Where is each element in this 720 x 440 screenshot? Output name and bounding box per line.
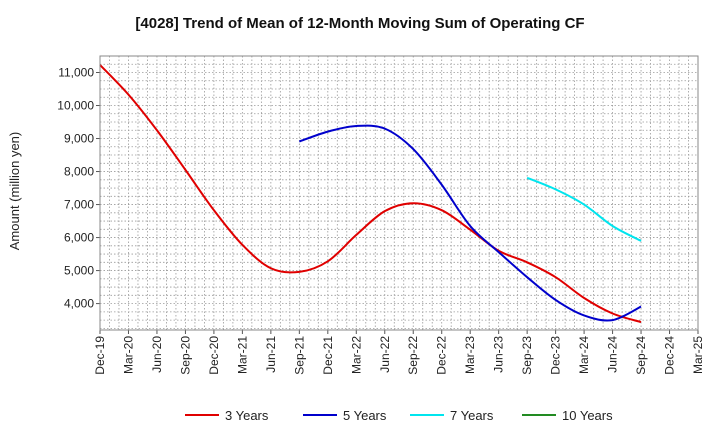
y-tick-label: 7,000 (64, 198, 94, 212)
x-tick-label: Sep-24 (634, 336, 648, 375)
chart-title: [4028] Trend of Mean of 12-Month Moving … (135, 15, 584, 32)
x-tick-label: Dec-19 (93, 336, 107, 375)
y-tick-label: 8,000 (64, 165, 94, 179)
x-tick-label: Dec-21 (321, 336, 335, 375)
y-tick-label: 4,000 (64, 297, 94, 311)
x-tick-label: Jun-20 (150, 336, 164, 373)
x-tick-label: Sep-21 (292, 336, 306, 375)
x-tick-label: Sep-20 (178, 336, 192, 375)
x-tick-label: Sep-23 (520, 336, 534, 375)
legend-label-7-years: 7 Years (450, 408, 494, 423)
x-tick-label: Mar-21 (235, 336, 249, 374)
series-line-5-years (299, 124, 642, 322)
x-tick-label: Dec-24 (663, 336, 677, 375)
x-tick-label: Dec-20 (207, 336, 221, 375)
x-tick-label: Jun-21 (264, 336, 278, 373)
series-line-3-years (99, 64, 642, 324)
y-tick-label: 6,000 (64, 231, 94, 245)
y-tick-label: 11,000 (58, 66, 94, 80)
y-tick-label: 9,000 (64, 132, 94, 146)
y-tick-label: 10,000 (57, 99, 94, 113)
x-tick-label: Jun-23 (492, 336, 506, 373)
legend-label-5-years: 5 Years (343, 408, 387, 423)
series-line-7-years (526, 176, 642, 242)
x-tick-label: Jun-24 (606, 336, 620, 373)
x-tick-label: Mar-24 (577, 336, 591, 374)
legend-label-10-years: 10 Years (562, 408, 613, 423)
x-tick-label: Jun-22 (378, 336, 392, 373)
legend-label-3-years: 3 Years (225, 408, 269, 423)
series-lines (99, 64, 642, 324)
y-tick-labels: 4,000 5,000 6,000 7,000 8,000 9,000 10,000 11,0… (57, 66, 100, 311)
x-tick-label: Sep-22 (406, 336, 420, 375)
x-tick-label: Mar-20 (121, 336, 135, 374)
x-tick-label: Mar-22 (349, 336, 363, 374)
x-tick-label: Mar-25 (691, 336, 705, 374)
y-tick-label: 5,000 (64, 264, 94, 278)
x-tick-label: Dec-22 (435, 336, 449, 375)
y-axis-label: Amount (million yen) (7, 132, 22, 251)
x-tick-label: Dec-23 (549, 336, 563, 375)
legend: 3 Years 5 Years 7 Years 10 Years (185, 408, 613, 423)
grid (100, 56, 698, 330)
plot-frame (99, 55, 699, 331)
x-tick-label: Mar-23 (463, 336, 477, 374)
x-tick-labels: Dec-19 Mar-20 Jun-20 Sep-20 Dec-20 Mar-21 Jun-… (93, 330, 705, 375)
